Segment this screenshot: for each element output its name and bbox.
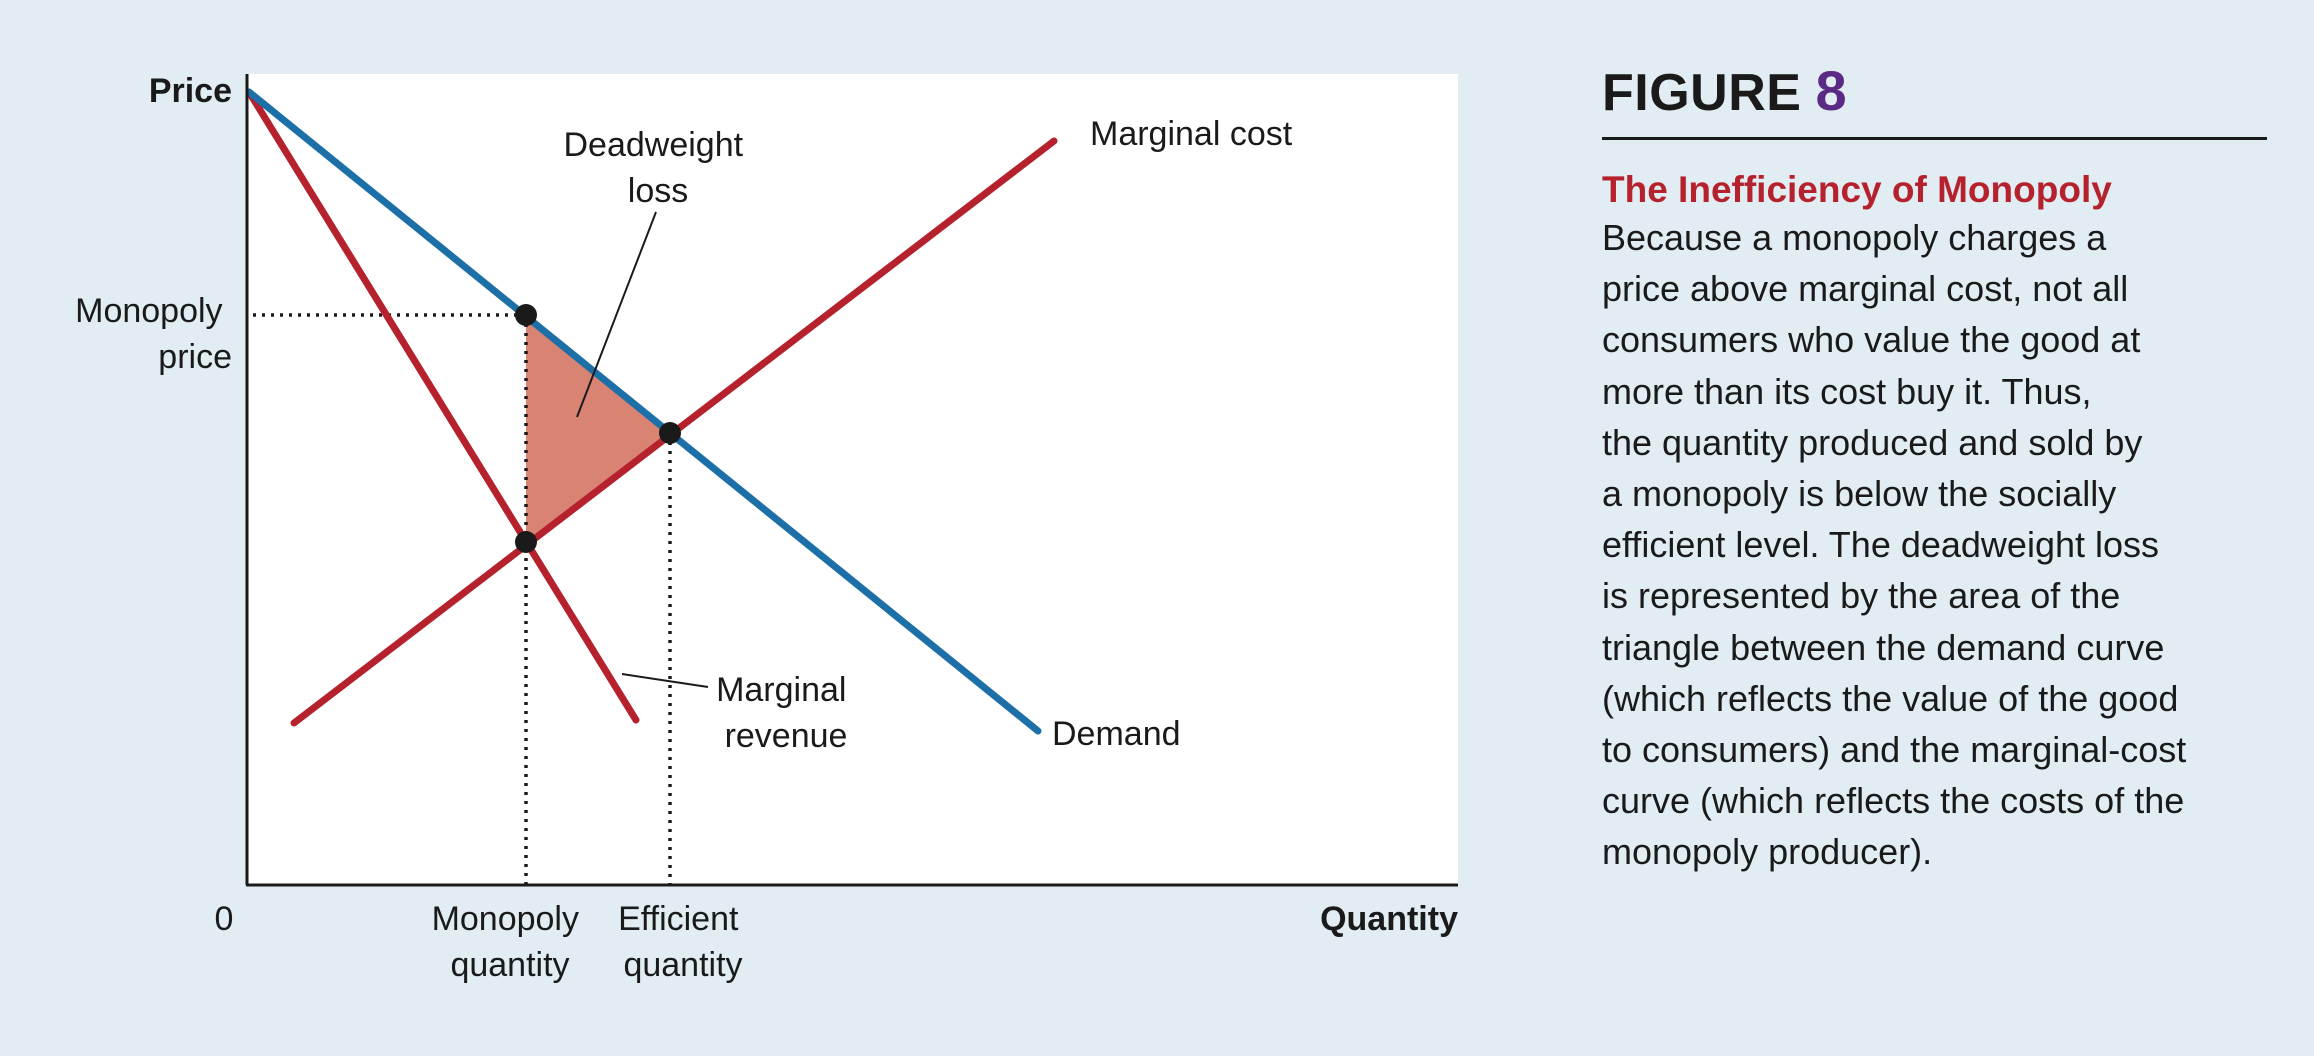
caption-line: monopoly producer). <box>1602 831 1933 873</box>
marginal-revenue-label: Marginal revenue <box>716 671 856 755</box>
caption-line: price above marginal cost, not all <box>1602 268 2129 310</box>
marginal-revenue-leader <box>621 673 709 688</box>
caption-line: consumers who value the good at <box>1602 319 2141 361</box>
deadweight-loss-triangle <box>526 315 670 542</box>
figure-heading: FIGURE 8 <box>1602 58 2267 140</box>
caption-line: curve (which reflects the costs of the <box>1602 780 2185 822</box>
caption-line: to consumers) and the marginal-cost <box>1602 729 2187 771</box>
efficient-point <box>659 422 681 444</box>
caption-line: a monopoly is below the socially <box>1602 473 2117 515</box>
demand-label: Demand <box>1052 715 1181 753</box>
caption-line: Because a monopoly charges a <box>1602 217 2107 258</box>
monopoly-price-point <box>515 304 537 326</box>
figure-sidebar: FIGURE 8 The Inefficiency of Monopoly Be… <box>1602 58 2267 878</box>
caption-line: is represented by the area of the <box>1602 575 2121 617</box>
x-axis-label: Quantity <box>1320 900 1458 938</box>
deadweight-loss-leader <box>576 211 657 418</box>
demand-curve <box>245 88 1042 735</box>
monopoly-price-label: Monopoly price <box>75 292 232 376</box>
monopoly-quantity-label: Monopoly quantity <box>432 900 589 984</box>
figure-label: FIGURE <box>1602 64 1802 122</box>
figure-title: The Inefficiency of Monopoly <box>1602 169 2112 210</box>
mc-mr-intersection-point <box>515 531 537 553</box>
caption-line: efficient level. The deadweight loss <box>1602 524 2160 566</box>
efficient-quantity-label: Efficient quantity <box>618 900 748 984</box>
marginal-revenue-curve <box>245 88 640 724</box>
monopoly-diagram: Price Quantity 0 Monopoly price Monopoly… <box>75 72 1458 984</box>
figure-caption: Because a monopoly charges a price above… <box>1602 212 2267 878</box>
caption-line: the quantity produced and sold by <box>1602 421 2143 463</box>
y-axis-label: Price <box>149 72 232 110</box>
caption-line: more than its cost buy it. Thus, <box>1602 370 2092 412</box>
origin-label: 0 <box>215 900 234 938</box>
caption-line: (which reflects the value of the good <box>1602 677 2179 719</box>
caption-line: triangle between the demand curve <box>1602 626 2165 668</box>
marginal-cost-label: Marginal cost <box>1090 115 1293 153</box>
deadweight-loss-label: Deadweight loss <box>563 126 752 210</box>
figure-number: 8 <box>1815 59 1847 122</box>
plot-area <box>247 74 1458 885</box>
